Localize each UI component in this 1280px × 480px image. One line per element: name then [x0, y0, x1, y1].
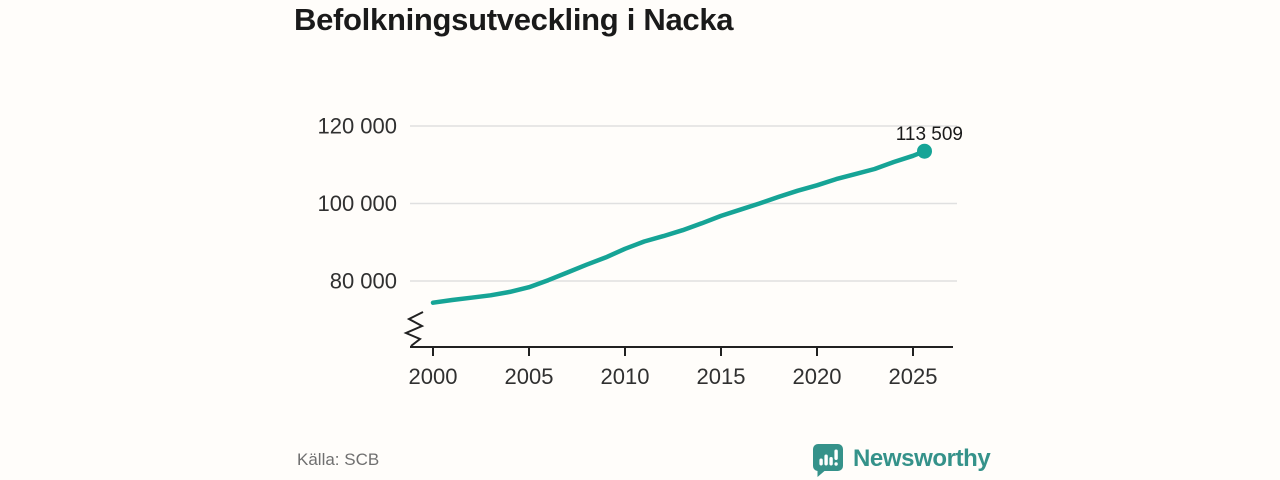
population-line-series [430, 148, 927, 305]
xtick-label-2005: 2005 [505, 364, 554, 389]
newsworthy-speech-bubble-bar-chart-icon [812, 444, 843, 477]
page-title: Befolkningsutveckling i Nacka [294, 2, 734, 37]
source-attribution: Källa: SCB [297, 450, 380, 469]
ytick-label-80000: 80 000 [330, 269, 397, 294]
xtick-label-2000: 2000 [409, 364, 458, 389]
ytick-label-120000: 120 000 [317, 114, 397, 139]
axis-break-icon [403, 311, 425, 347]
logo-bars [819, 449, 838, 466]
xtick-label-2010: 2010 [601, 364, 650, 389]
last-value-dot [917, 143, 932, 159]
ytick-label-100000: 100 000 [317, 191, 397, 216]
last-value-label: 113 509 [896, 124, 963, 145]
xtick-label-2025: 2025 [889, 364, 938, 389]
xtick-label-2015: 2015 [697, 364, 746, 389]
xtick-label-2020: 2020 [793, 364, 842, 389]
brand-wordmark: Newsworthy [853, 445, 991, 472]
newsworthy-logo: Newsworthy [810, 440, 991, 478]
